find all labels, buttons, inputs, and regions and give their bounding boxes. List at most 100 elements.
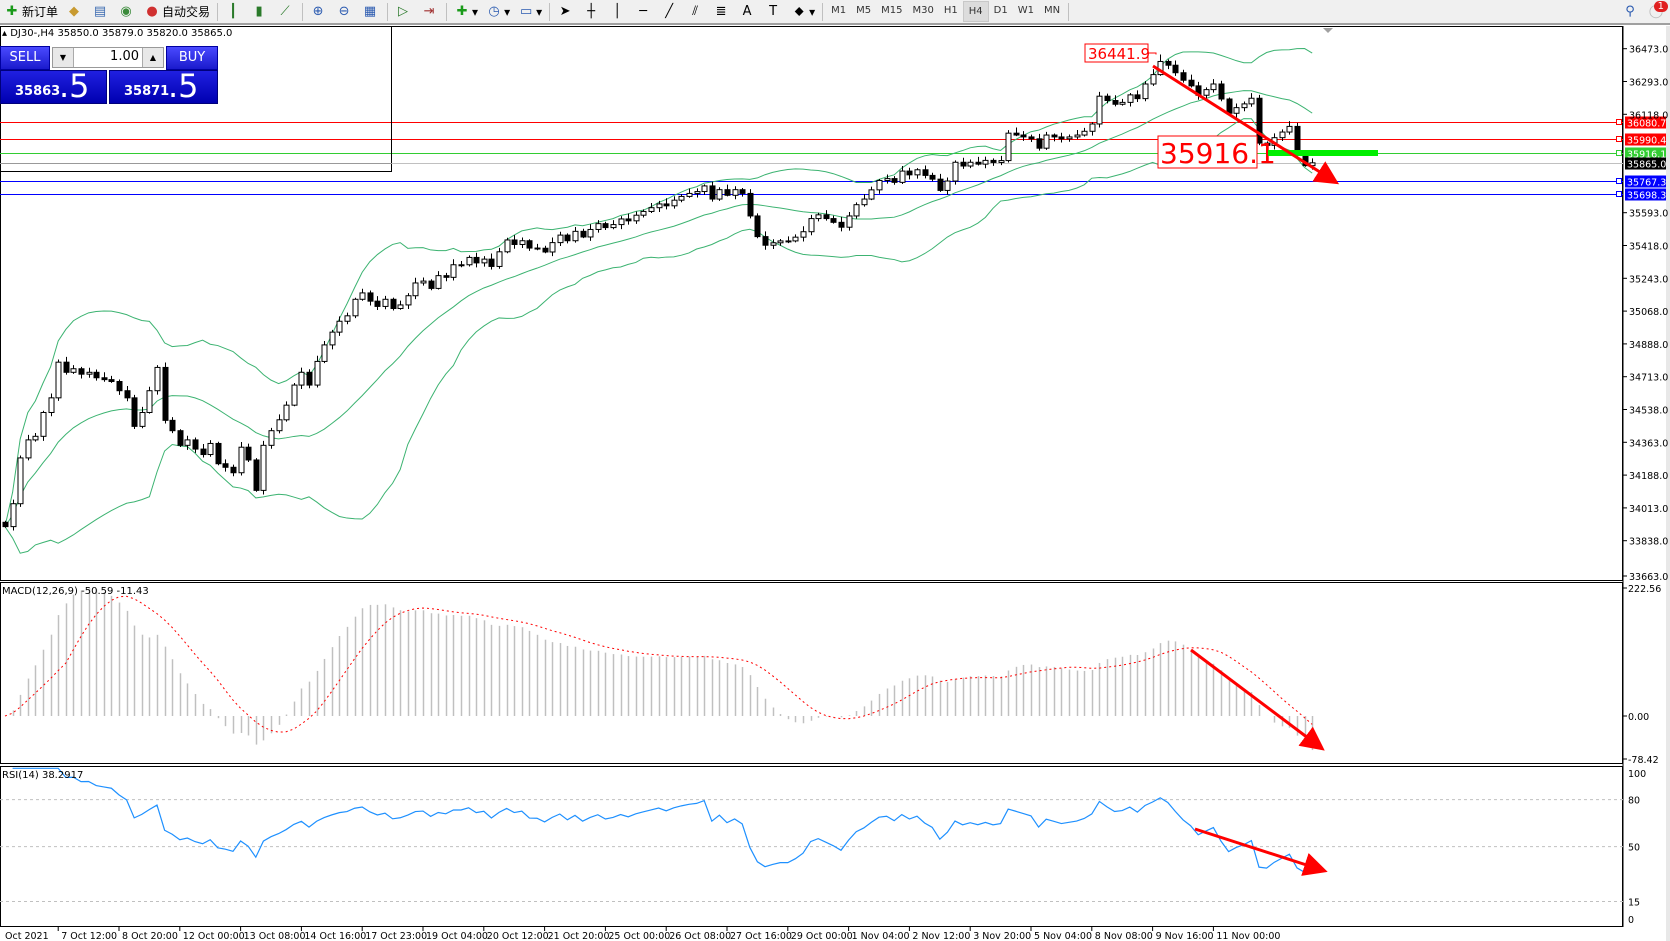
separator [1068, 2, 1070, 21]
timeframe-h1[interactable]: H1 [943, 5, 958, 16]
market-watch-button[interactable]: ◆ [62, 1, 88, 22]
collapse-arrow-icon[interactable]: ▴ [2, 28, 8, 39]
candle-body-bear [1226, 98, 1233, 114]
candle-body-bear [1028, 136, 1035, 140]
candle-body-bull [397, 304, 404, 309]
auto-scroll-button[interactable]: ▷ [391, 1, 417, 22]
candle [823, 210, 830, 221]
rsi-tick-label: 0 [1628, 915, 1634, 926]
fibonacci-icon: ≣ [715, 3, 727, 19]
lot-size-stepper[interactable]: ▼ 1.00 ▲ [52, 47, 164, 68]
tile-windows-icon: ▦ [363, 3, 377, 19]
candle-body-bear [526, 240, 533, 249]
lot-increase-button[interactable]: ▲ [142, 48, 163, 67]
macd-tick-label: 222.56 [1628, 584, 1661, 595]
candle [1241, 101, 1248, 112]
chart-shift-button[interactable]: ⇥ [417, 1, 443, 22]
candle-body-bear [78, 368, 85, 375]
candlestick-button[interactable]: ▮ [247, 1, 273, 22]
candle-body-bull [846, 215, 853, 228]
candle [762, 231, 769, 250]
candle-body-bear [1020, 134, 1027, 138]
indicators-button[interactable]: ✚ ▾ [450, 1, 482, 22]
lot-size-input[interactable]: 1.00 [110, 49, 139, 64]
vertical-line-button[interactable]: │ [605, 1, 631, 22]
candle-body-bull [1005, 132, 1012, 162]
tile-windows-button[interactable]: ▦ [358, 1, 384, 22]
candle [382, 295, 389, 310]
candle-body-bull [314, 360, 321, 386]
time-label: 11 Nov 00:00 [1216, 931, 1280, 941]
navigator-button[interactable]: ▤ [88, 1, 114, 22]
time-label: 7 Oct 12:00 [61, 931, 117, 941]
buy-price-tail: .5 [168, 67, 199, 105]
fibonacci-button[interactable]: ≣ [709, 1, 735, 22]
sell-button[interactable]: SELL [0, 46, 50, 70]
text-label-button[interactable]: T [761, 1, 787, 22]
notifications-button[interactable]: ◯1 [1644, 1, 1670, 22]
text-button[interactable]: A [735, 1, 761, 22]
periods-icon: ◷ [488, 3, 500, 19]
timeframe-mn[interactable]: MN [1043, 5, 1061, 16]
timeframe-m1[interactable]: M1 [831, 5, 847, 16]
signals-button[interactable]: ◉ [114, 1, 140, 22]
crosshair-button[interactable]: ┼ [579, 1, 605, 22]
timeframe-m30[interactable]: M30 [912, 5, 934, 16]
arrows-button[interactable]: ⬥ ▾ [787, 1, 819, 22]
candle-body-bull [481, 258, 488, 264]
candle [716, 187, 723, 201]
bar-chart-button[interactable]: ┃ [221, 1, 247, 22]
auto-trading-button[interactable]: ● 自动交易 [140, 1, 214, 22]
candle-body-bear [542, 247, 549, 253]
candle [504, 237, 511, 254]
candle-body-bull [777, 240, 784, 244]
horizontal-line-button[interactable]: ─ [631, 1, 657, 22]
candle [1066, 134, 1073, 142]
cursor-button[interactable]: ➤ [553, 1, 579, 22]
candle-body-bull [466, 256, 473, 266]
candle-body-bull [359, 292, 366, 300]
zoom-in-button[interactable]: ⊕ [306, 1, 332, 22]
zoom-out-button[interactable]: ⊖ [332, 1, 358, 22]
candle-body-bear [511, 239, 518, 245]
candle-body-bear [124, 390, 131, 399]
time-label: 12 Oct 00:00 [183, 931, 245, 941]
timeframe-d1[interactable]: D1 [993, 5, 1008, 16]
candle-body-bear [177, 430, 184, 446]
timeframe-h4[interactable]: H4 [962, 1, 989, 22]
sell-price-button[interactable]: 35863.5 [0, 67, 107, 105]
rsi-tick-label: 80 [1628, 796, 1640, 807]
search-button[interactable]: ⚲ [1618, 1, 1644, 22]
buy-price-button[interactable]: 35871.5 [109, 67, 218, 105]
timeframe-m15[interactable]: M15 [881, 5, 903, 16]
chart-shift-marker[interactable] [1323, 28, 1333, 33]
candle-body-bull [914, 169, 921, 176]
candle-body-bull [48, 397, 55, 413]
candle-body-bull [25, 439, 32, 459]
periods-button[interactable]: ◷ ▾ [482, 1, 514, 22]
line-chart-button[interactable]: ⟋ [273, 1, 299, 22]
buy-button[interactable]: BUY [166, 46, 218, 70]
candle-body-bear [990, 159, 997, 163]
candle [549, 237, 556, 257]
candle [169, 417, 176, 434]
candle-body-bull [618, 218, 625, 226]
templates-button[interactable]: ▭ ▾ [519, 3, 543, 19]
candle [975, 156, 982, 166]
timeframe-w1[interactable]: W1 [1017, 5, 1034, 16]
candle [1081, 127, 1088, 137]
candle [131, 394, 138, 430]
candle-body-bear [230, 466, 237, 474]
time-label: 1 Nov 04:00 [852, 931, 910, 941]
candle [253, 458, 260, 492]
lot-decrease-button[interactable]: ▼ [53, 48, 74, 67]
timeframe-m5[interactable]: M5 [856, 5, 872, 16]
equidistant-channel-button[interactable]: ⫽ [683, 1, 709, 22]
new-order-button[interactable]: ✚ 新订单 [0, 1, 62, 22]
candle [268, 427, 275, 449]
trendline-button[interactable]: ╱ [657, 1, 683, 22]
candle [633, 211, 640, 224]
candle [625, 213, 632, 225]
cursor-icon: ➤ [559, 3, 571, 19]
